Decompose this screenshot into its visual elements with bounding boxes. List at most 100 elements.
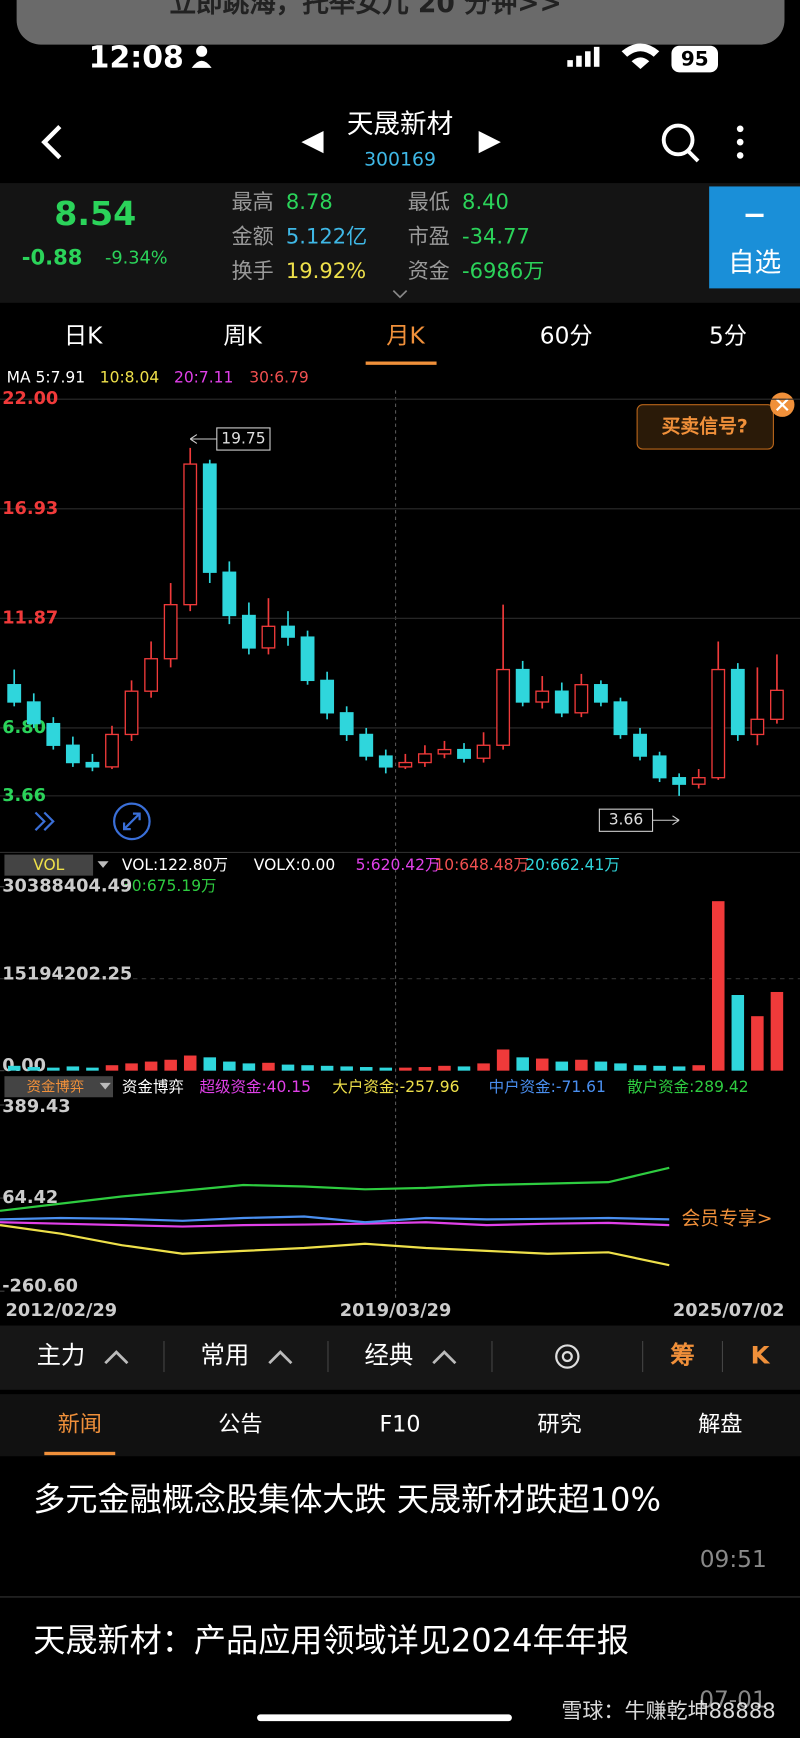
candle-body: [281, 625, 295, 638]
max-arrow: [189, 434, 217, 444]
vol-legend: 20:662.41万: [525, 856, 620, 874]
candle-body: [593, 684, 608, 703]
candle-body: [672, 777, 687, 785]
volume-bar: [27, 1067, 41, 1071]
clock: 12:08: [89, 41, 184, 76]
watermark: 雪球：牛赚乾坤88888: [561, 1698, 775, 1723]
candle-body: [652, 755, 667, 779]
toolbar-item[interactable]: 常用: [201, 1341, 250, 1370]
next-stock[interactable]: [478, 131, 501, 154]
news-tab[interactable]: 新闻: [58, 1412, 102, 1438]
toolbar-item[interactable]: 主力: [37, 1341, 86, 1370]
ma-legend: 30:6.79: [249, 369, 308, 387]
toolbar-item[interactable]: K: [751, 1341, 771, 1370]
chevron-up: [432, 1350, 457, 1365]
news-tab[interactable]: 研究: [537, 1412, 581, 1438]
volume-bar: [47, 1067, 60, 1071]
toolbar: [0, 1325, 800, 1390]
period-tab[interactable]: 周K: [223, 323, 262, 350]
y-tick-label: 30388404.49: [2, 877, 132, 897]
y-tick-label: 389.43: [2, 1097, 70, 1117]
collapse-button[interactable]: [34, 811, 55, 832]
notification-banner[interactable]: [16, 0, 785, 45]
volume-bar: [731, 995, 745, 1071]
candle-body: [46, 722, 61, 746]
legend-entry: 散户资金:289.42: [627, 1078, 748, 1096]
expand-arrow[interactable]: [392, 290, 408, 299]
stat-label: 市盈: [408, 223, 450, 248]
volume-bar: [301, 1065, 314, 1071]
volume-bar: [711, 901, 725, 1071]
stock-code: 300169: [364, 149, 436, 170]
news-tab[interactable]: 解盘: [698, 1412, 742, 1438]
period-tab[interactable]: 60分: [540, 323, 593, 350]
volume-bar: [340, 1066, 353, 1071]
toolbar-item[interactable]: 经典: [365, 1341, 414, 1370]
period-tab[interactable]: 月K: [386, 323, 425, 350]
news-title[interactable]: 多元金融概念股集体大跌 天晟新材跌超10%: [33, 1481, 661, 1519]
candle-body: [65, 744, 80, 764]
candle-body: [26, 701, 41, 725]
volume-bar: [614, 1063, 627, 1071]
watch-button[interactable]: [709, 186, 800, 289]
min-box: [598, 808, 654, 832]
candle-body: [85, 761, 100, 768]
prev-stock[interactable]: [301, 131, 324, 154]
candle-body: [711, 668, 726, 779]
fullscreen-button[interactable]: [113, 802, 151, 841]
vol-legend: VOLX:0.00: [254, 856, 336, 874]
y-tick-label: 16.93: [2, 499, 58, 519]
volume-bar: [438, 1065, 451, 1071]
min-label: 3.66: [609, 811, 644, 829]
more-button[interactable]: [736, 125, 744, 159]
fund-legend-title: 资金博弈: [122, 1078, 184, 1096]
y-tick-label: 0.00: [2, 1056, 46, 1076]
candle-body: [633, 733, 647, 757]
period-tab[interactable]: 5分: [709, 323, 747, 350]
max-label: 19.75: [221, 429, 265, 447]
volume-bar: [105, 1065, 119, 1071]
candle-body: [183, 463, 198, 606]
volume-bar: [242, 1063, 256, 1071]
legend-entry: 超级资金:40.15: [199, 1078, 311, 1096]
candle-body: [691, 777, 706, 785]
volume-bar: [672, 1066, 686, 1071]
indicator-box[interactable]: [4, 854, 94, 876]
toolbar-item[interactable]: 筹: [670, 1341, 694, 1370]
home-indicator: [257, 1714, 512, 1722]
back-button[interactable]: [41, 125, 62, 160]
news-time: 07-01: [699, 1687, 767, 1714]
candle-body: [554, 690, 569, 714]
stat-value: 8.78: [286, 189, 333, 214]
user-icon: [191, 60, 212, 68]
period-tab[interactable]: 日K: [64, 323, 103, 350]
candle-body: [437, 748, 452, 755]
signal-button[interactable]: [636, 404, 774, 450]
volume-bar: [457, 1066, 471, 1071]
news-tab[interactable]: 公告: [218, 1412, 262, 1438]
volume-bar: [144, 1061, 158, 1071]
news-title[interactable]: 天晟新材：产品应用领域详见2024年年报: [33, 1621, 629, 1659]
stat-value: 5.122亿: [286, 223, 367, 248]
settings-button[interactable]: [555, 1344, 580, 1369]
volume-bar: [770, 991, 784, 1071]
search-button[interactable]: [661, 123, 695, 157]
volume-bar: [66, 1066, 80, 1071]
candle-body: [496, 668, 511, 746]
volume-bar: [183, 1055, 197, 1071]
signal-label: 买卖信号?: [662, 414, 748, 437]
volume-bar: [223, 1061, 236, 1071]
candle-body: [261, 625, 276, 649]
indicator-dropdown: [99, 1082, 111, 1090]
volume-bar: [281, 1064, 295, 1071]
indicator-box[interactable]: [4, 1076, 114, 1098]
news-tab[interactable]: F10: [380, 1412, 421, 1438]
volume-bar: [125, 1063, 138, 1071]
volume-bar: [86, 1067, 99, 1071]
candle-body: [144, 658, 159, 692]
candle-body: [417, 753, 432, 764]
fullscreen-icon: [122, 812, 141, 831]
member-link[interactable]: 会员专享>: [681, 1208, 772, 1230]
